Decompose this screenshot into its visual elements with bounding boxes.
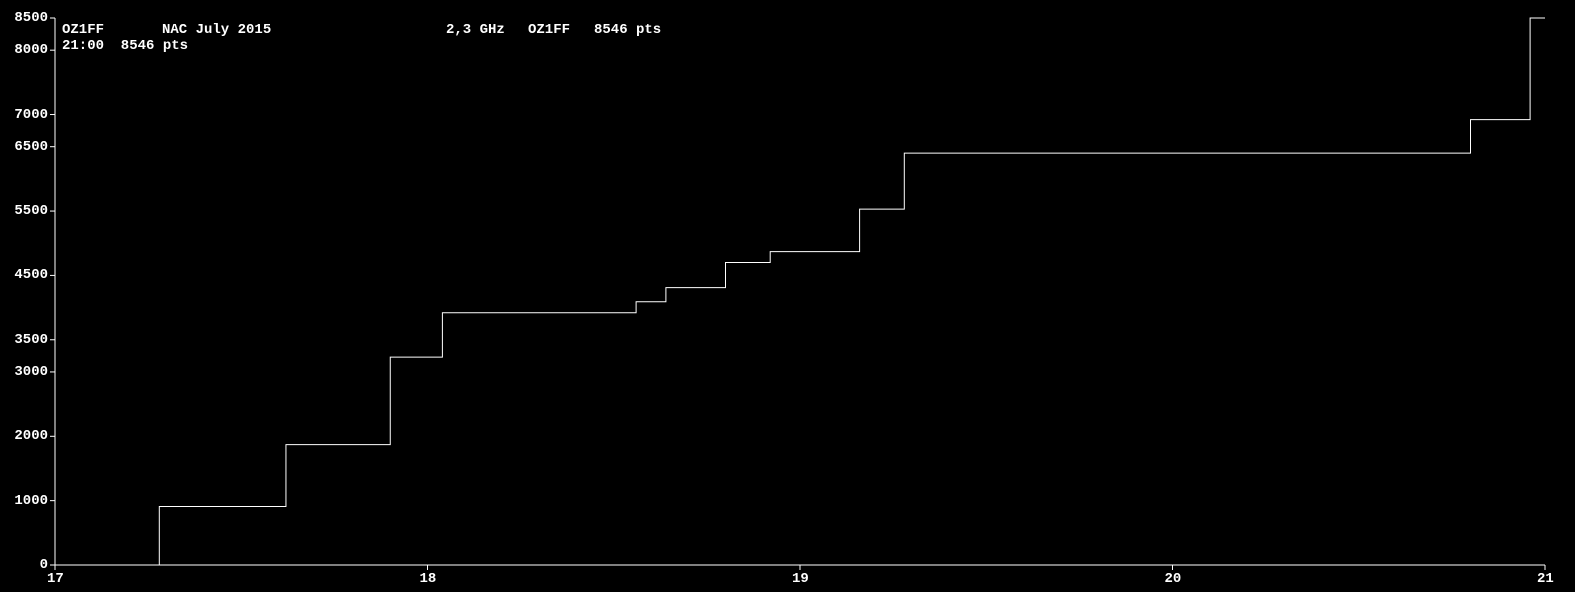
x-tick-label: 21 bbox=[1537, 571, 1554, 587]
header-line2: 21:00 8546 pts bbox=[62, 38, 188, 54]
y-tick-label: 4500 bbox=[14, 267, 48, 283]
header-contest: NAC July 2015 bbox=[162, 22, 271, 38]
x-tick-label: 19 bbox=[792, 571, 809, 587]
y-tick-label: 2000 bbox=[14, 428, 48, 444]
x-tick-label: 20 bbox=[1165, 571, 1182, 587]
header-pts: 8546 pts bbox=[594, 22, 661, 38]
y-tick-label: 8000 bbox=[14, 42, 48, 58]
header-callsign2: OZ1FF bbox=[528, 22, 570, 38]
chart-container: OZ1FF NAC July 2015 2,3 GHz OZ1FF 8546 p… bbox=[0, 0, 1575, 592]
header-callsign1: OZ1FF bbox=[62, 22, 104, 38]
x-tick-label: 17 bbox=[47, 571, 64, 587]
chart-svg bbox=[0, 0, 1575, 592]
y-tick-label: 3000 bbox=[14, 364, 48, 380]
y-tick-label: 6500 bbox=[14, 139, 48, 155]
header-band: 2,3 GHz bbox=[446, 22, 505, 38]
y-tick-label: 3500 bbox=[14, 332, 48, 348]
x-tick-label: 18 bbox=[420, 571, 437, 587]
y-tick-label: 1000 bbox=[14, 493, 48, 509]
y-tick-label: 5500 bbox=[14, 203, 48, 219]
y-tick-label: 7000 bbox=[14, 107, 48, 123]
step-line bbox=[55, 18, 1545, 565]
y-tick-label: 8500 bbox=[14, 10, 48, 26]
